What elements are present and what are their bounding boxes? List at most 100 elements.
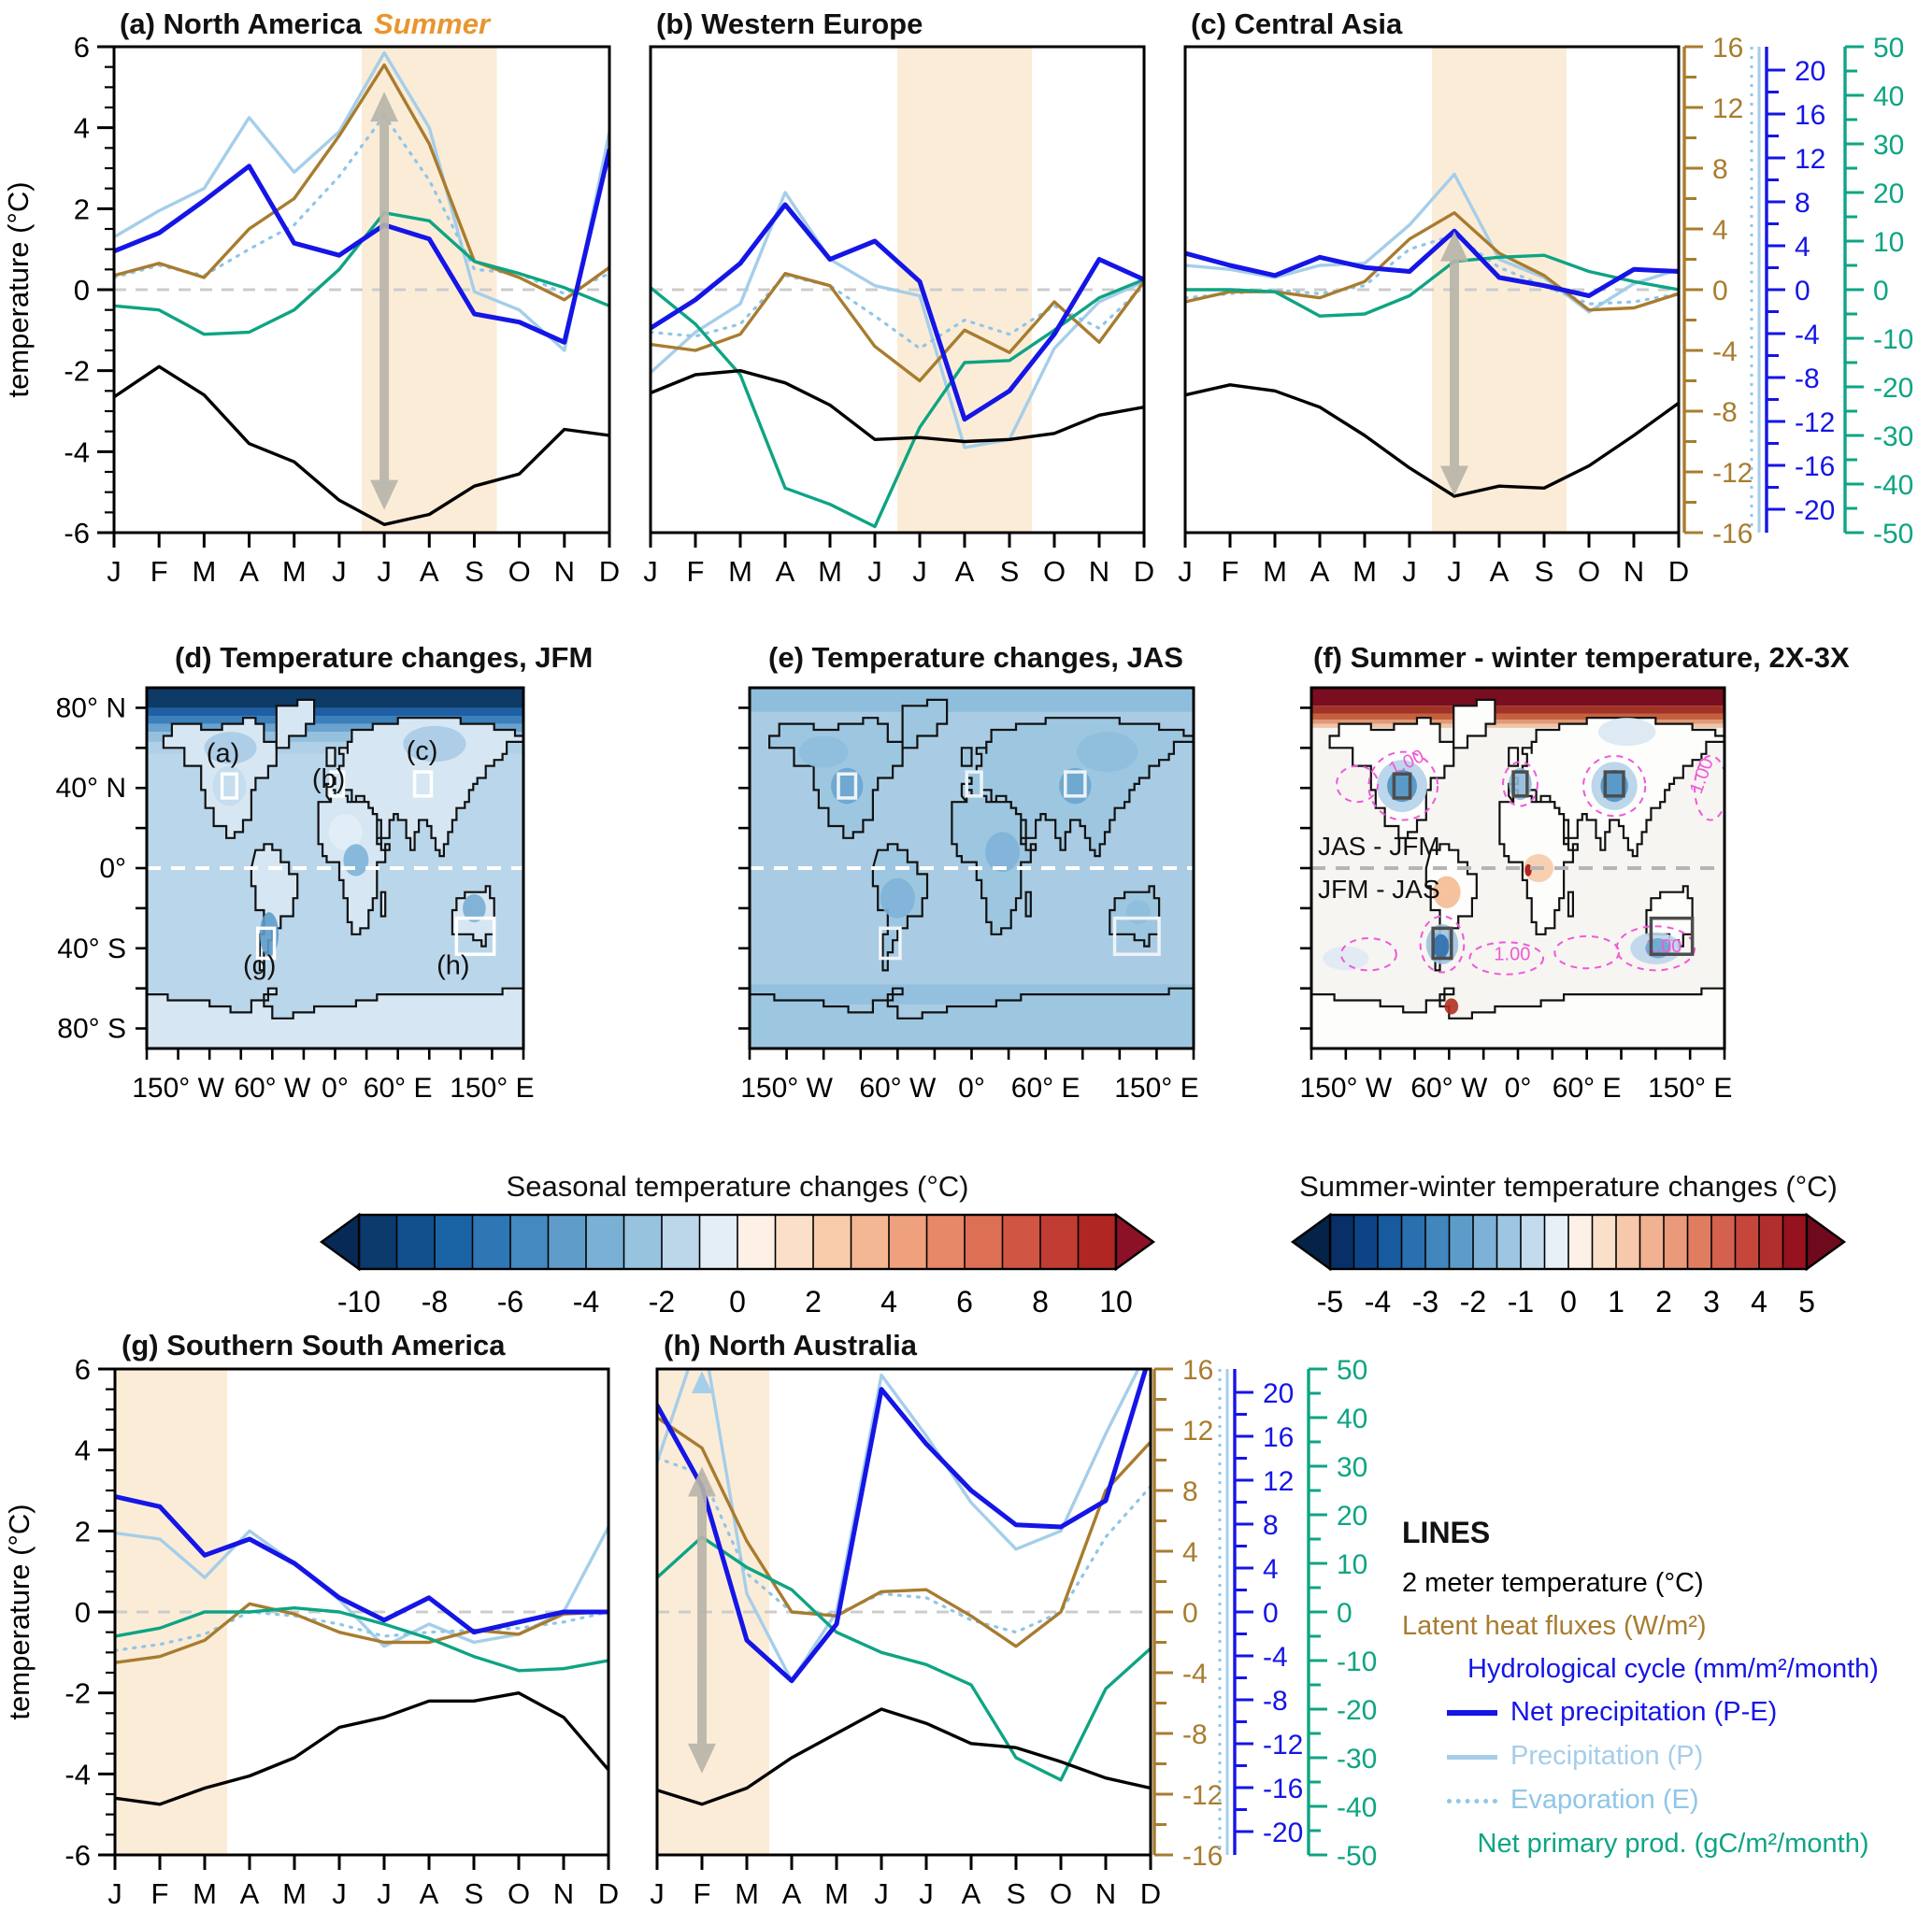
svg-text:-10: -10 (337, 1285, 380, 1319)
hydro-axis: -20 -16 -12 -8 -4 0 4 8 12 16 20 (1765, 47, 1835, 533)
contour-line (1419, 915, 1466, 974)
svg-text:20: 20 (1795, 56, 1825, 87)
svg-text:S: S (1000, 555, 1020, 588)
map-axes: 150° W 60° W 0° 60° E 150° E (738, 706, 1199, 1104)
svg-text:1: 1 (1608, 1285, 1624, 1319)
precip-offscale-arrow (692, 1371, 712, 1393)
svg-text:4: 4 (880, 1285, 897, 1319)
landmass-eu (325, 717, 523, 858)
map-axes: 150° W 60° W 0° 60° E 150° E (1299, 706, 1732, 1104)
svg-text:-4: -4 (64, 1758, 91, 1790)
svg-text:-12: -12 (1795, 407, 1835, 438)
svg-text:N: N (553, 1877, 574, 1910)
series-net_precip-line (115, 1494, 608, 1635)
svg-text:-3: -3 (1412, 1285, 1438, 1319)
landmass-uk (960, 747, 973, 767)
svg-text:J: J (1447, 555, 1462, 588)
svg-text:-16: -16 (1795, 451, 1835, 482)
svg-text:150° W: 150° W (1299, 1073, 1392, 1104)
map-d: (a) (b) (c) (g) (h) 150° W 60° W 0° 60° E 150° E 8… (56, 686, 535, 1104)
svg-text:60° E: 60° E (1553, 1073, 1622, 1104)
svg-text:-2: -2 (64, 355, 90, 388)
colorbar-summer-winter-title: Summer-winter temperature changes (°C) (1299, 1170, 1838, 1203)
series-evap-line (1185, 233, 1679, 306)
svg-text:10: 10 (1873, 227, 1904, 258)
svg-text:60° W: 60° W (234, 1073, 311, 1104)
svg-text:0: 0 (74, 274, 90, 307)
svg-text:-2: -2 (1460, 1285, 1486, 1319)
colorbar-seasonal: -10 -8 -6 -4 -2 0 2 4 6 8 10 (319, 1212, 1156, 1319)
contour-line (1502, 761, 1538, 807)
svg-text:A: A (239, 555, 259, 588)
svg-text:-2: -2 (649, 1285, 675, 1319)
svg-text:O: O (1578, 555, 1600, 588)
npp-axis: -50 -40 -30 -20 -10 0 10 20 30 40 50 (1843, 33, 1913, 549)
svg-text:8: 8 (1182, 1476, 1198, 1507)
svg-text:0: 0 (1873, 276, 1889, 307)
temperature-axis-title: temperature (°C) (3, 1504, 36, 1719)
svg-text:M: M (735, 1877, 759, 1910)
svg-text:2: 2 (805, 1285, 822, 1319)
svg-text:A: A (1490, 555, 1510, 588)
svg-text:M: M (824, 1877, 849, 1910)
plot-frame (655, 1367, 1152, 1857)
svg-text:-6: -6 (64, 1839, 91, 1872)
svg-text:J: J (874, 1877, 889, 1910)
svg-text:-6: -6 (64, 517, 90, 549)
svg-text:20: 20 (1263, 1378, 1294, 1409)
panel-h-title: (h) North Australia (664, 1329, 917, 1362)
series-temperature-line (114, 364, 609, 526)
svg-text:J: J (332, 1877, 347, 1910)
svg-text:150° E: 150° E (450, 1073, 534, 1104)
svg-text:A: A (240, 1877, 260, 1910)
temperature-axis: -6 -4 -2 0 2 4 6 temperature (°C) (3, 1353, 115, 1872)
region-box-g (1431, 926, 1453, 961)
region-box-c (412, 770, 434, 798)
svg-text:O: O (1043, 555, 1066, 588)
svg-text:A: A (962, 1877, 981, 1910)
summer-label: Summer (373, 7, 491, 40)
net-precip-line-swatch (1447, 1710, 1497, 1717)
svg-text:J: J (377, 1877, 392, 1910)
colorbar-right-arrow (1805, 1212, 1847, 1272)
svg-text:-4: -4 (64, 435, 90, 468)
svg-text:40: 40 (1337, 1404, 1367, 1434)
series-temperature-line (651, 369, 1144, 444)
region-box-c (1603, 770, 1625, 798)
svg-text:40° N: 40° N (56, 773, 126, 804)
svg-text:J: J (867, 555, 882, 588)
annotation-jas-jfm: JAS - JFM (1318, 832, 1440, 861)
svg-text:A: A (1310, 555, 1330, 588)
series-latent-line (651, 272, 1144, 383)
evap-line-swatch (1447, 1798, 1497, 1804)
series-net_precip-line (657, 1369, 1149, 1684)
svg-text:12: 12 (1712, 93, 1743, 124)
colorbar-left-arrow (1290, 1212, 1332, 1272)
series-npp-line (115, 1605, 608, 1673)
svg-text:D: D (598, 1877, 619, 1910)
svg-text:4: 4 (1263, 1554, 1279, 1585)
svg-text:-16: -16 (1263, 1774, 1303, 1804)
svg-text:30: 30 (1873, 130, 1904, 161)
landmass-gl (901, 698, 949, 749)
region-box-b (965, 770, 983, 798)
plot-frame (1183, 45, 1681, 535)
temperature-axis-title: temperature (°C) (2, 181, 35, 397)
seasonal-range-arrow (688, 1466, 716, 1774)
region-box-h (1112, 916, 1161, 956)
latent-axis: -16 -12 -8 -4 0 4 8 12 16 (1682, 33, 1753, 549)
lines-legend: LINES 2 meter temperature (°C) Latent he… (1402, 1516, 1932, 1865)
svg-text:40: 40 (1873, 81, 1904, 112)
svg-text:12: 12 (1263, 1466, 1294, 1497)
svg-text:6: 6 (74, 31, 90, 64)
svg-text:0: 0 (1795, 276, 1810, 307)
svg-text:0°: 0° (99, 853, 126, 884)
svg-text:60° W: 60° W (859, 1073, 937, 1104)
svg-text:150° W: 150° W (132, 1073, 224, 1104)
svg-text:4: 4 (1712, 215, 1728, 246)
series-precip-line (657, 1369, 1140, 1683)
